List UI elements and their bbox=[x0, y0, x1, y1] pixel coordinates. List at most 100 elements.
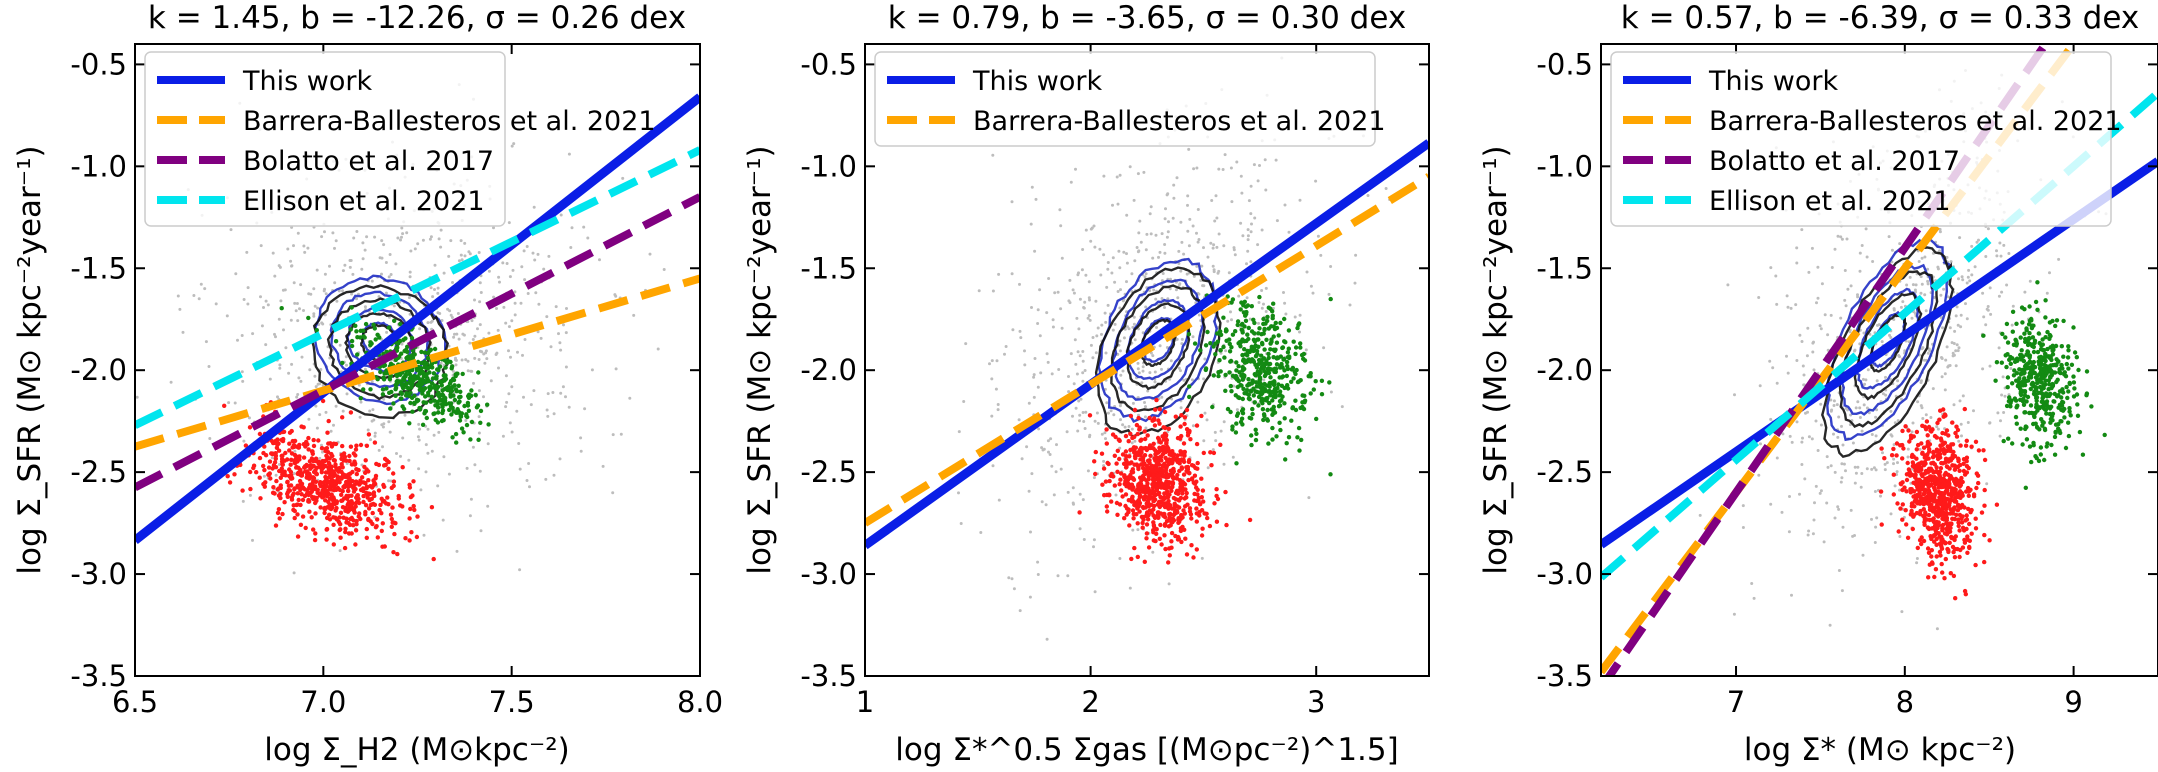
red-point bbox=[1973, 562, 1978, 568]
red-point bbox=[364, 485, 369, 491]
red-point bbox=[225, 474, 230, 479]
grey-point bbox=[1191, 424, 1195, 428]
red-point bbox=[366, 506, 372, 511]
green-point bbox=[380, 387, 386, 392]
grey-point bbox=[997, 498, 1001, 502]
grey-point bbox=[290, 264, 293, 268]
green-point bbox=[1284, 373, 1290, 379]
grey-point bbox=[1283, 203, 1287, 207]
grey-point bbox=[1906, 447, 1910, 451]
green-point bbox=[415, 382, 420, 388]
red-point bbox=[340, 465, 345, 470]
grey-point bbox=[1316, 234, 1320, 238]
green-point bbox=[1276, 333, 1281, 338]
grey-point bbox=[1113, 280, 1117, 284]
green-point bbox=[478, 408, 484, 414]
grey-point bbox=[1862, 331, 1866, 335]
grey-point bbox=[1914, 283, 1918, 287]
red-point bbox=[1949, 521, 1954, 526]
grey-point bbox=[439, 361, 443, 365]
red-point bbox=[407, 485, 413, 490]
red-point bbox=[1158, 455, 1163, 460]
red-point bbox=[1198, 502, 1203, 507]
grey-point bbox=[418, 327, 422, 331]
grey-point bbox=[273, 332, 276, 336]
grey-point bbox=[994, 387, 998, 391]
grey-point bbox=[534, 291, 538, 295]
grey-point bbox=[454, 363, 458, 367]
grey-point bbox=[552, 473, 556, 477]
red-point bbox=[1152, 515, 1158, 520]
red-point bbox=[1163, 546, 1168, 552]
grey-point bbox=[381, 425, 385, 429]
red-point bbox=[1112, 483, 1118, 488]
grey-point bbox=[1856, 465, 1860, 469]
green-point bbox=[464, 412, 469, 417]
grey-point bbox=[1077, 327, 1081, 331]
grey-point bbox=[1889, 409, 1893, 413]
red-point bbox=[337, 527, 342, 533]
grey-point bbox=[518, 467, 522, 471]
red-point bbox=[1184, 490, 1189, 496]
red-point bbox=[1139, 450, 1144, 455]
red-point bbox=[1182, 482, 1188, 487]
grey-point bbox=[398, 300, 402, 304]
red-point bbox=[1194, 519, 1200, 524]
green-point bbox=[426, 379, 431, 384]
green-point bbox=[377, 335, 382, 340]
grey-point bbox=[1775, 302, 1779, 306]
grey-point bbox=[1179, 220, 1183, 224]
green-point bbox=[1283, 340, 1288, 345]
grey-point bbox=[380, 239, 384, 243]
green-point bbox=[454, 389, 459, 394]
red-point bbox=[1953, 430, 1958, 436]
green-point bbox=[1314, 416, 1319, 422]
green-point bbox=[455, 371, 460, 376]
grey-point bbox=[1741, 526, 1745, 529]
grey-point bbox=[1092, 224, 1096, 228]
green-point bbox=[1254, 431, 1259, 436]
red-point bbox=[274, 478, 279, 484]
green-point bbox=[421, 378, 427, 384]
red-point bbox=[251, 465, 256, 471]
grey-point bbox=[429, 286, 433, 290]
green-point bbox=[1218, 348, 1223, 353]
red-point bbox=[314, 471, 319, 477]
red-point bbox=[1140, 525, 1145, 530]
contour-line bbox=[313, 274, 447, 406]
grey-point bbox=[1191, 224, 1195, 228]
red-point bbox=[1189, 477, 1195, 482]
grey-point bbox=[1084, 410, 1088, 414]
green-point bbox=[1233, 430, 1239, 435]
grey-point bbox=[315, 426, 319, 430]
green-point bbox=[455, 407, 460, 412]
grey-point bbox=[1916, 400, 1920, 404]
red-point bbox=[1155, 435, 1161, 441]
grey-point bbox=[408, 270, 412, 274]
red-point bbox=[1147, 443, 1153, 448]
green-point bbox=[1261, 417, 1266, 423]
grey-point bbox=[1954, 349, 1958, 353]
red-point bbox=[1183, 487, 1188, 492]
grey-point bbox=[536, 252, 540, 256]
grey-point bbox=[292, 281, 296, 285]
panel-1-y-ticks: -3.5-3.0-2.5-2.0-1.5-1.0-0.5 bbox=[70, 47, 700, 693]
red-point bbox=[1161, 437, 1167, 442]
red-point bbox=[1166, 426, 1172, 431]
grey-point bbox=[1956, 323, 1960, 327]
grey-point bbox=[1726, 283, 1730, 287]
green-point bbox=[436, 405, 441, 410]
green-point bbox=[1262, 327, 1267, 333]
red-point bbox=[1093, 449, 1099, 455]
grey-point bbox=[1856, 295, 1860, 299]
green-point bbox=[1289, 418, 1294, 423]
grey-point bbox=[1209, 241, 1213, 245]
grey-point bbox=[582, 225, 586, 229]
grey-point bbox=[2023, 290, 2027, 294]
grey-point bbox=[1298, 330, 1301, 334]
red-point bbox=[1136, 452, 1141, 458]
grey-point bbox=[1221, 168, 1225, 171]
grey-point bbox=[1217, 232, 1221, 236]
grey-point bbox=[1197, 292, 1201, 296]
grey-point bbox=[1984, 323, 1988, 327]
